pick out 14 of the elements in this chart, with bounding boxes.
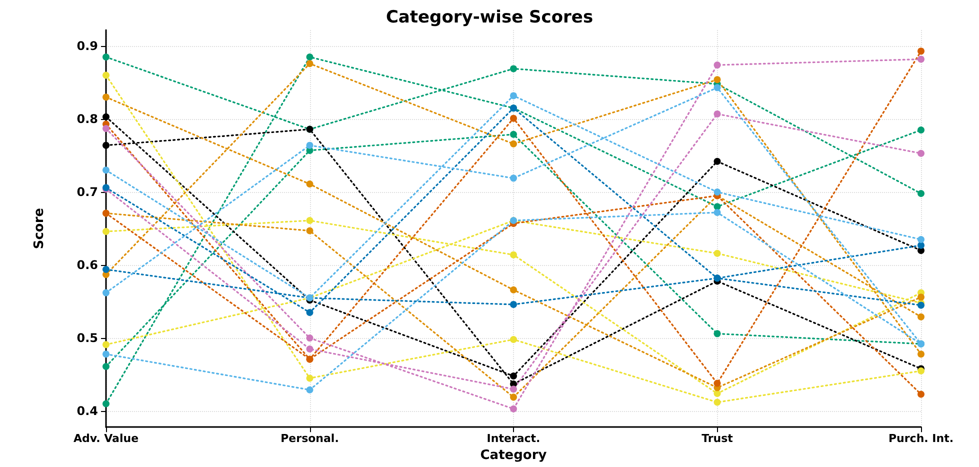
x-tick-label: Purch. Int. xyxy=(888,432,954,446)
y-tick-label: 0.4 xyxy=(76,404,98,418)
y-tick-label: 0.6 xyxy=(76,258,98,272)
y-axis-title: Score xyxy=(32,208,47,250)
x-tick-label: Interact. xyxy=(486,432,540,446)
y-tick-label: 0.8 xyxy=(76,112,98,126)
x-tick-label: Personal. xyxy=(280,432,339,446)
x-axis-title: Category xyxy=(480,448,548,463)
y-tick-label: 0.5 xyxy=(76,331,98,346)
y-tick-label: 0.7 xyxy=(76,185,98,200)
x-tick-label: Trust xyxy=(702,432,733,446)
y-tick-label: 0.9 xyxy=(76,39,98,54)
x-tick-label: Adv. Value xyxy=(73,432,139,446)
chart-title: Category-wise Scores xyxy=(386,8,594,28)
